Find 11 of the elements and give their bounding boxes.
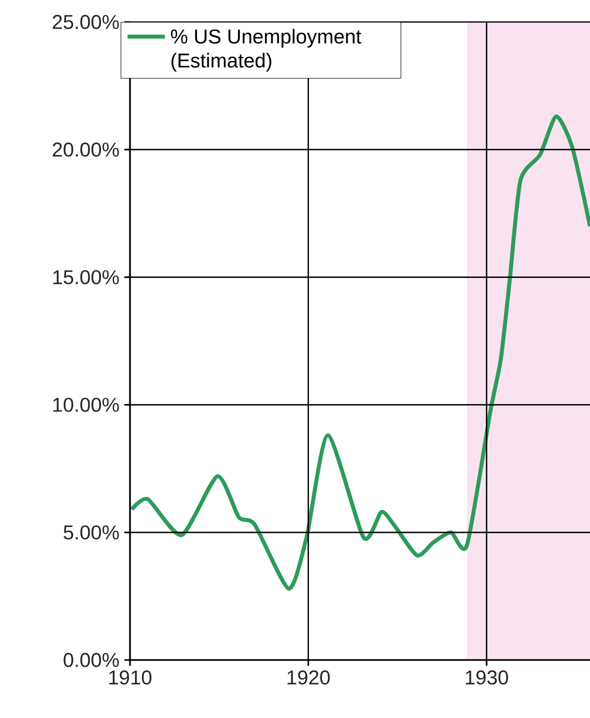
x-tick-label: 1910: [109, 670, 152, 685]
y-tick-label: 25.00%: [52, 14, 119, 30]
y-tick-label: 10.00%: [53, 398, 119, 412]
y-tick-label: 15.00%: [53, 270, 119, 284]
line-series: [130, 114, 590, 591]
x-tick-label: 1920: [288, 670, 330, 685]
y-tick-label: 5.00%: [64, 525, 119, 540]
y-tick-label: 20.00%: [52, 142, 119, 157]
y-tick-label: 0.00%: [64, 652, 119, 668]
legend-label: % US Unemployment (Estimated): [170, 28, 362, 72]
x-tick-label: 1930: [466, 670, 508, 685]
